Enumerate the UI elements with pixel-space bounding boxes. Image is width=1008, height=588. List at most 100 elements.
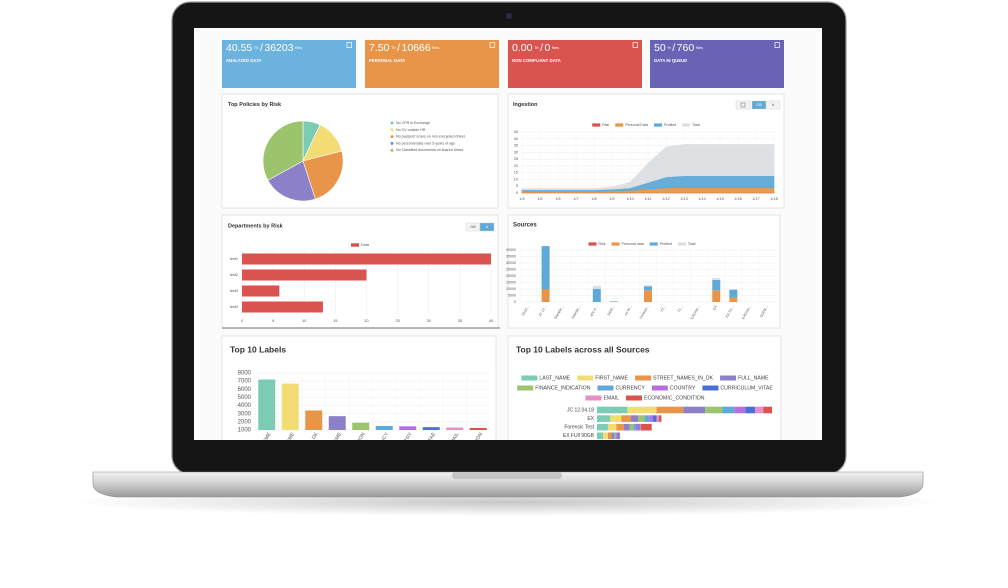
- bar-segment: [592, 289, 601, 302]
- y-tick-label: 20000: [506, 274, 516, 278]
- y-tick-label: 10000: [506, 287, 516, 291]
- y-tick-label: 8000: [238, 371, 252, 377]
- legend-swatch: [577, 375, 594, 381]
- bar-segment: [607, 423, 617, 431]
- bar-segment: [652, 415, 657, 422]
- panel-title: Ingestion: [513, 102, 538, 108]
- bar: [281, 383, 299, 430]
- x-tick-label: 25: [396, 319, 400, 323]
- x-tick-label: 1/7: [573, 197, 578, 201]
- legend-swatch: [654, 123, 662, 127]
- y-tick-label: test2: [230, 273, 238, 277]
- bar-segment: [631, 415, 639, 422]
- bar: [328, 416, 346, 430]
- bar-segment: [638, 415, 645, 422]
- kpi-value: 7.50 Tb/10666 files: [369, 42, 439, 54]
- kpi-icon: [632, 42, 638, 48]
- y-tick-label: test4: [230, 305, 238, 309]
- legend-label: No Classified documents on shared drives: [396, 148, 464, 152]
- toggle-label[interactable]: GB: [756, 103, 762, 107]
- bar-segment: [644, 285, 652, 287]
- y-tick-label: 3000: [238, 411, 252, 417]
- kpi-count-unit: files: [295, 45, 302, 50]
- legend-label: Data: [361, 243, 370, 247]
- bar-segment: [729, 289, 738, 298]
- kpi-count: 10666: [402, 42, 431, 54]
- x-tick-label: 15: [333, 319, 337, 323]
- legend-label: No passport scans on non encrypted drive…: [396, 135, 465, 139]
- x-tick-label: 1/4: [519, 197, 524, 201]
- bar-segment: [644, 415, 650, 422]
- bar-segment: [616, 432, 618, 440]
- bar: [242, 269, 367, 281]
- kpi-value: 50%/760 files: [654, 42, 703, 54]
- kpi-count: 760: [677, 42, 695, 54]
- legend-swatch: [682, 123, 691, 127]
- legend-swatch: [651, 385, 668, 391]
- kpi-count-unit: files: [432, 45, 439, 50]
- bar-segment: [610, 415, 622, 422]
- x-tick-label: Newsle...: [571, 305, 582, 319]
- legend-label: FULL_NAME: [738, 375, 769, 381]
- legend-label: Personal Data: [625, 123, 648, 127]
- legend-label: FINANCE_INDICATION: [535, 385, 590, 391]
- bar-segment: [597, 415, 611, 422]
- kpi-card: [222, 40, 356, 88]
- bar-segment: [644, 290, 652, 302]
- bar-segment: [745, 406, 755, 414]
- bar-segment: [614, 432, 616, 440]
- y-tick-label: 15: [514, 171, 518, 175]
- panel: [221, 93, 499, 209]
- y-tick-label: 35000: [506, 254, 516, 258]
- y-tick-label: 35: [514, 144, 518, 148]
- panel-title: Sources: [513, 223, 537, 229]
- legend-label: No CPR in Exchange: [396, 121, 430, 125]
- kpi-separator: /: [672, 42, 675, 54]
- toggle-button[interactable]: [765, 100, 781, 110]
- y-tick-label: 1000: [238, 428, 252, 434]
- legend-label: Profiled: [664, 123, 676, 127]
- legend-row: FINANCE_INDICATION CURRENCY COUNTRY CURRICU…: [517, 385, 773, 391]
- toggle-label[interactable]: #: [772, 103, 775, 107]
- x-tick-label: 1/6: [555, 197, 560, 201]
- bar-segment: [616, 423, 624, 431]
- x-tick-label: 1/17: [752, 197, 759, 201]
- toggle-button[interactable]: [479, 222, 495, 232]
- area: [521, 144, 775, 191]
- y-tick-label: 10: [514, 177, 518, 181]
- x-tick-label: EX: [712, 304, 718, 311]
- x-tick-label: no fe...: [624, 305, 633, 316]
- y-tick-label: test1: [230, 257, 238, 261]
- x-tick-label: TT...: [660, 305, 667, 313]
- y-tick-label: 30000: [506, 261, 516, 265]
- x-tick-label: 1/18: [770, 197, 777, 201]
- legend-swatch: [390, 128, 394, 132]
- y-tick-label: 5000: [238, 395, 252, 401]
- bar-segment: [627, 406, 657, 414]
- x-tick-label: 1/14: [698, 197, 705, 201]
- toggle-label[interactable]: GB: [470, 225, 476, 229]
- legend-swatch: [517, 385, 534, 391]
- legend-swatch: [720, 375, 737, 381]
- legend: Data: [350, 243, 370, 247]
- x-tick-label: T1...: [677, 305, 684, 313]
- y-tick-label: 20: [514, 164, 518, 168]
- y-tick-label: EX FUll 90GB: [563, 433, 595, 439]
- kpi-count: 36203: [264, 42, 293, 54]
- bar: [469, 427, 487, 430]
- toggle-label[interactable]: #: [486, 225, 489, 229]
- kpi-separator: /: [540, 42, 543, 54]
- x-tick-label: 5: [272, 319, 274, 323]
- y-tick-label: 40: [514, 137, 518, 141]
- calendar-button[interactable]: [735, 100, 751, 110]
- legend-label: CURRICULUM_VITAE: [720, 385, 773, 391]
- x-tick-label: 1/15: [716, 197, 723, 201]
- bar-segment: [609, 301, 618, 302]
- camera: [506, 13, 512, 19]
- y-tick-label: Forensic Test: [564, 425, 594, 431]
- legend-swatch: [390, 141, 394, 145]
- y-tick-label: 5000: [508, 293, 516, 297]
- bar: [422, 427, 440, 430]
- kpi-icon: [346, 42, 352, 48]
- x-tick-label: JC 12...: [538, 305, 548, 317]
